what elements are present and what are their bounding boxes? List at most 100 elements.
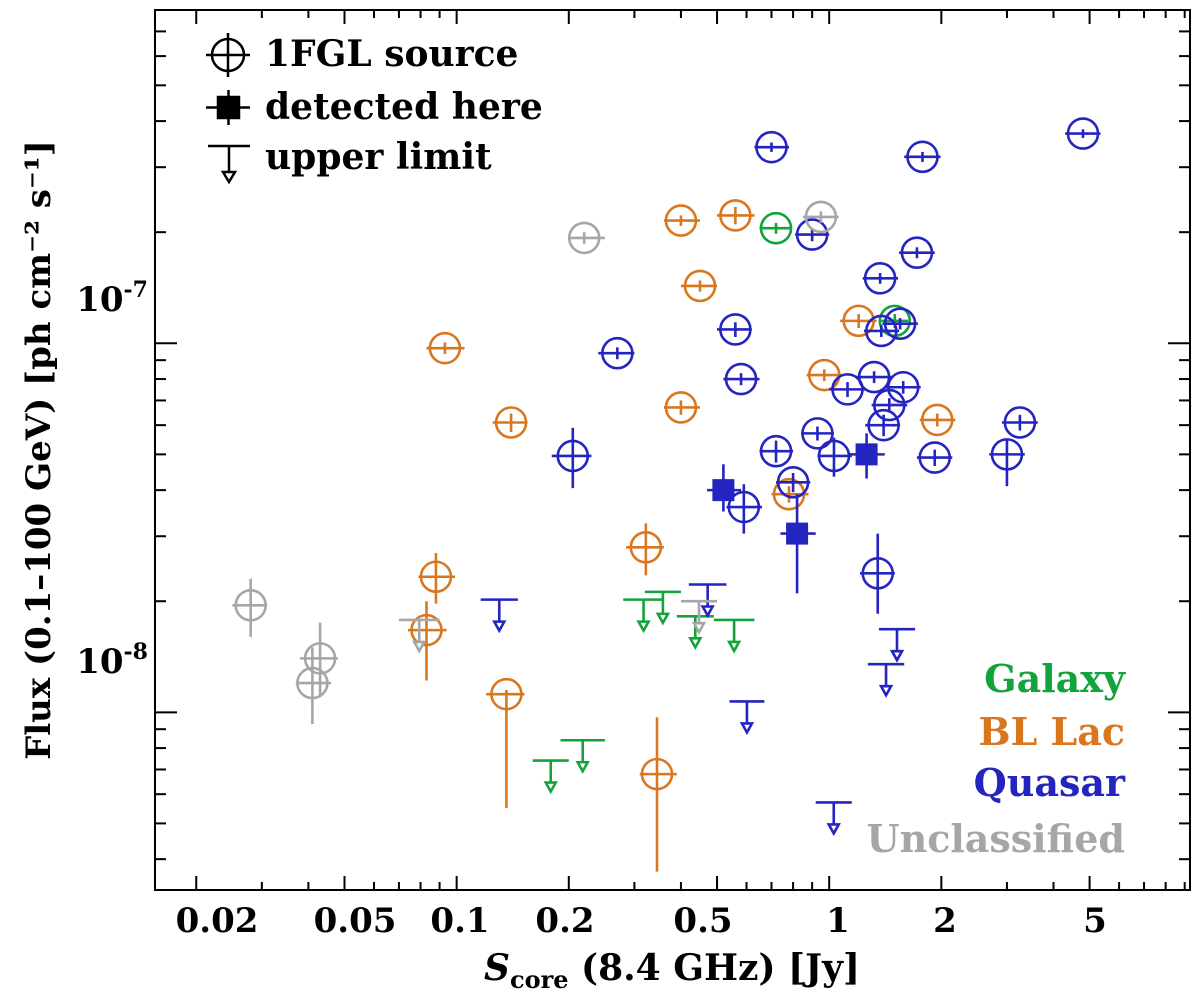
upper-limit-galaxy <box>560 738 605 774</box>
upper-limit-quasar <box>480 598 518 634</box>
source-point-quasar <box>882 307 918 340</box>
source-point-quasar <box>551 427 592 489</box>
source-circle <box>1003 406 1037 439</box>
upper-limit-quasar <box>815 801 852 837</box>
source-point-quasar <box>717 313 752 346</box>
source-circle <box>804 200 838 234</box>
detection-square <box>786 522 809 545</box>
source-point-bl-lac <box>407 601 447 681</box>
source-point-unclassified <box>232 578 268 637</box>
y-tick-base: 10 <box>76 280 123 320</box>
source-point-bl-lac <box>639 717 677 872</box>
upper-limit-arrow <box>739 722 755 736</box>
detection-square <box>712 479 735 502</box>
source-point-quasar <box>598 336 635 370</box>
source-point-bl-lac <box>426 331 465 365</box>
source-point-quasar <box>776 466 811 499</box>
axis-ticks <box>155 9 1190 890</box>
legend-marker-circle-cross <box>206 33 250 77</box>
source-circle <box>428 331 462 365</box>
source-circle <box>719 199 752 232</box>
source-circle <box>759 211 793 245</box>
legend-label: 1FGL source <box>265 33 518 75</box>
upper-limit-unclassified <box>398 618 440 654</box>
source-circle <box>900 236 934 269</box>
upper-limit-galaxy <box>713 618 755 654</box>
upper-limit-arrow <box>688 637 703 651</box>
source-circle <box>795 218 829 251</box>
source-circle <box>567 221 601 255</box>
source-point-bl-lac <box>492 406 528 439</box>
source-circle <box>759 434 793 468</box>
source-circle <box>303 642 337 675</box>
upper-limit-arrow <box>655 612 671 626</box>
source-point-quasar <box>916 441 953 474</box>
x-tick-label: 2 <box>933 901 957 941</box>
y-tick-base: 10 <box>76 642 123 682</box>
source-point-unclassified <box>295 647 332 724</box>
source-point-bl-lac <box>806 358 842 392</box>
source-circle <box>683 269 717 303</box>
upper-limit-quasar <box>688 583 727 619</box>
upper-limit-unclassified <box>680 599 718 635</box>
source-circle <box>494 406 528 439</box>
upper-limit-galaxy <box>644 590 681 626</box>
x-tick-label: 0.05 <box>314 901 397 941</box>
upper-limit-arrow <box>826 823 841 837</box>
source-circle <box>640 757 674 791</box>
source-point-quasar <box>1065 117 1101 150</box>
upper-limit-arrow <box>878 684 894 698</box>
class-label-galaxy: Galaxy <box>984 656 1126 701</box>
source-point-quasar <box>899 236 935 269</box>
source-circle <box>410 613 443 647</box>
source-circle <box>906 140 939 174</box>
upper-limit-galaxy <box>532 759 569 795</box>
source-point-bl-lac <box>680 269 718 303</box>
legend-label: detected here <box>265 86 543 128</box>
source-circle <box>629 530 663 564</box>
source-circle <box>664 391 698 424</box>
detection-point-quasar <box>707 464 742 512</box>
upper-limit-arrow <box>700 605 715 619</box>
upper-limit-arrow <box>575 760 590 774</box>
detection-square <box>855 443 878 466</box>
source-point-quasar <box>723 362 760 396</box>
source-circle <box>234 588 267 622</box>
source-circle <box>861 557 895 590</box>
source-point-quasar <box>1002 406 1038 439</box>
source-circle <box>865 314 898 348</box>
source-point-unclassified <box>300 622 338 698</box>
source-point-galaxy <box>759 211 793 245</box>
source-point-bl-lac <box>418 553 456 604</box>
legend-marker-upper-limit <box>208 144 250 185</box>
x-tick-label: 0.5 <box>673 901 732 941</box>
source-point-bl-lac <box>919 403 956 437</box>
x-axis-var: S <box>484 947 510 989</box>
source-circle <box>801 417 834 450</box>
y-tick-exp: -8 <box>124 639 148 665</box>
source-point-quasar <box>989 438 1025 487</box>
source-circle <box>918 441 952 474</box>
upper-limit-arrow <box>412 640 427 654</box>
legend: 1FGL source detected here upper limit <box>206 33 543 185</box>
source-circle <box>419 560 453 594</box>
x-axis-sub: core <box>510 965 569 994</box>
upper-limit-arrow <box>543 781 558 795</box>
source-circle <box>724 362 758 396</box>
source-circle <box>296 666 329 700</box>
source-point-unclassified <box>567 221 605 255</box>
x-tick-labels: 0.02 0.05 0.1 0.2 0.5 1 2 5 <box>176 901 1107 941</box>
source-point-quasar <box>884 370 921 404</box>
source-circle <box>990 438 1024 471</box>
source-point-quasar <box>829 373 866 406</box>
source-circle <box>601 336 634 370</box>
source-circle <box>867 408 900 442</box>
source-point-bl-lac <box>663 204 700 237</box>
x-tick-label: 0.1 <box>430 901 489 941</box>
source-circle <box>842 304 875 338</box>
source-circle <box>776 466 810 499</box>
y-axis-label: Flux (0.1–100 GeV) [ph cm⁻² s⁻¹] <box>19 140 59 760</box>
source-circle <box>1066 117 1100 150</box>
x-tick-label: 5 <box>1083 901 1107 941</box>
y-tick-label: 10-8 <box>76 639 148 682</box>
